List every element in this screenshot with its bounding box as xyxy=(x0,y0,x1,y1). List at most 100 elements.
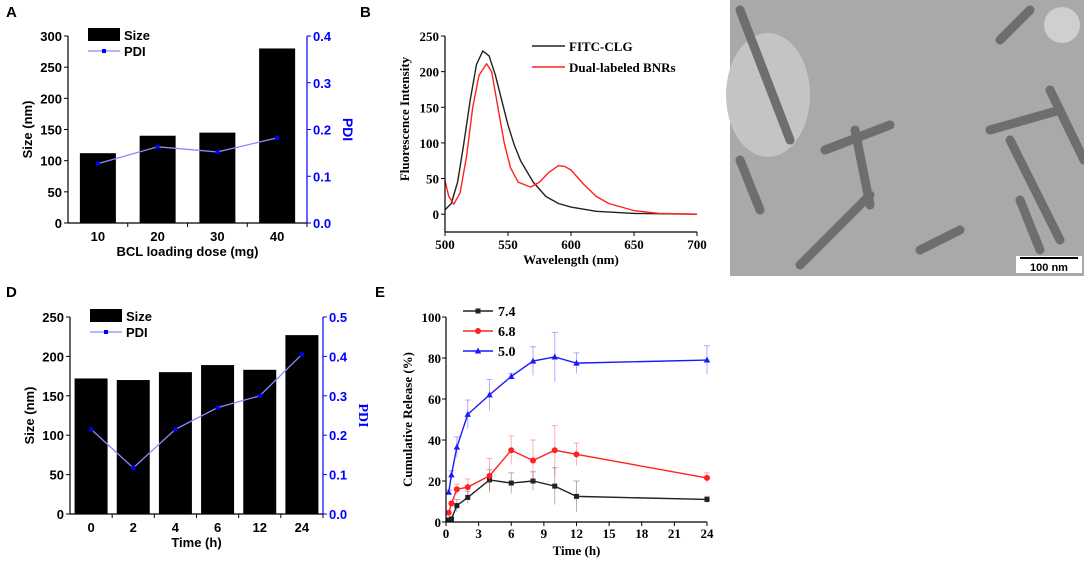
x-tick-label: 40 xyxy=(270,229,284,244)
y-tick-label: 80 xyxy=(428,351,441,366)
nanorod xyxy=(795,190,875,270)
pdi-point xyxy=(299,352,304,357)
x-tick-label: 21 xyxy=(668,526,681,541)
nanorod xyxy=(985,105,1065,135)
x-tick-label: 12 xyxy=(253,520,267,535)
y-tick-label: 50 xyxy=(50,468,64,483)
y2-tick-label: 0.2 xyxy=(329,428,347,443)
legend-label: 6.8 xyxy=(498,325,516,340)
y2-tick-label: 0.3 xyxy=(329,389,347,404)
x-tick-label: 6 xyxy=(508,526,515,541)
x-tick-label: 15 xyxy=(603,526,617,541)
y-tick-label: 0 xyxy=(433,207,440,222)
y-tick-label: 50 xyxy=(48,185,62,200)
data-point xyxy=(551,447,558,454)
y-tick-label: 0 xyxy=(435,515,442,530)
x-tick-label: 650 xyxy=(624,237,644,252)
data-point xyxy=(453,443,461,450)
scale-bar-box xyxy=(1016,256,1082,273)
data-point xyxy=(704,474,710,481)
data-point xyxy=(551,353,558,360)
pdi-line xyxy=(90,353,303,469)
panel-label-b: B xyxy=(360,4,371,21)
y-tick-label: 200 xyxy=(40,91,62,106)
x-tick-label: 30 xyxy=(210,229,224,244)
x-tick-label: 24 xyxy=(295,520,310,535)
x-tick-label: 2 xyxy=(130,520,137,535)
size-bar xyxy=(139,135,176,223)
data-point xyxy=(530,457,536,464)
legend-label: Dual-labeled BNRs xyxy=(569,60,676,75)
y-tick-label: 150 xyxy=(420,100,440,115)
size-bar xyxy=(201,365,235,514)
legend-label: 7.4 xyxy=(498,305,516,320)
nanorod xyxy=(1015,195,1045,255)
pdi-point xyxy=(89,427,94,432)
y2-tick-label: 0.1 xyxy=(329,468,347,483)
x-tick-label: 24 xyxy=(701,526,715,541)
data-point xyxy=(448,516,454,522)
size-bar xyxy=(199,132,236,223)
legend-label: FITC-CLG xyxy=(569,39,633,54)
x-tick-label: 9 xyxy=(541,526,548,541)
x-tick-label: 550 xyxy=(498,237,518,252)
pdi-point xyxy=(215,149,220,154)
y-tick-label: 40 xyxy=(428,433,441,448)
x-tick-label: 6 xyxy=(214,520,221,535)
legend-pdi-marker xyxy=(104,330,108,334)
pdi-point xyxy=(95,161,100,166)
data-point xyxy=(552,483,558,489)
pdi-line xyxy=(97,137,278,165)
spectrum-line-fitc-clg xyxy=(444,50,698,215)
x-tick-label: 20 xyxy=(150,229,164,244)
tem-light-patch xyxy=(1044,7,1080,43)
x-axis-label: Time (h) xyxy=(171,535,221,550)
legend-marker xyxy=(475,308,481,314)
y2-axis-label: PDI xyxy=(355,403,370,427)
y2-tick-label: 0.1 xyxy=(313,169,331,184)
legend-pdi-marker xyxy=(102,49,106,53)
y-axis-label: Size (nm) xyxy=(20,101,35,159)
pdi-point xyxy=(215,405,220,410)
data-point xyxy=(508,447,515,454)
legend-size-label: Size xyxy=(126,309,152,324)
data-point xyxy=(486,472,493,479)
data-point xyxy=(704,496,710,502)
legend-label: 5.0 xyxy=(498,345,516,360)
x-tick-label: 700 xyxy=(687,237,707,252)
data-point xyxy=(445,509,452,516)
x-tick-label: 3 xyxy=(475,526,482,541)
x-axis-label: BCL loading dose (mg) xyxy=(116,244,258,259)
y-tick-label: 250 xyxy=(420,29,440,44)
y-axis-label: Size (nm) xyxy=(22,387,37,445)
x-tick-label: 500 xyxy=(435,237,455,252)
x-tick-label: 600 xyxy=(561,237,581,252)
size-bar xyxy=(243,369,277,514)
data-point xyxy=(464,410,471,417)
y-tick-label: 60 xyxy=(428,392,441,407)
y2-tick-label: 0.0 xyxy=(329,507,347,522)
size-bar xyxy=(285,335,319,514)
nanorod xyxy=(915,225,965,255)
size-bar xyxy=(158,372,192,514)
nanorod xyxy=(1045,85,1084,165)
y-axis-label: Fluorescence Intensity xyxy=(397,56,412,181)
data-point xyxy=(573,359,580,366)
scale-bar-label: 100 nm xyxy=(1030,262,1068,274)
y-tick-label: 100 xyxy=(422,310,442,325)
y2-tick-label: 0.3 xyxy=(313,76,331,91)
data-point xyxy=(530,478,536,484)
data-point xyxy=(445,488,452,495)
x-tick-label: 0 xyxy=(87,520,94,535)
x-tick-label: 0 xyxy=(443,526,450,541)
y-tick-label: 0 xyxy=(55,216,62,231)
panel-label-e: E xyxy=(375,284,385,301)
y-tick-label: 20 xyxy=(428,474,441,489)
spectrum-line-dual-labeled-bnrs xyxy=(444,63,698,215)
y2-axis-label: PDI xyxy=(340,118,356,141)
legend-pdi-label: PDI xyxy=(126,325,148,340)
pdi-point xyxy=(155,144,160,149)
pdi-point xyxy=(131,465,136,470)
x-axis-label: Wavelength (nm) xyxy=(523,252,619,267)
